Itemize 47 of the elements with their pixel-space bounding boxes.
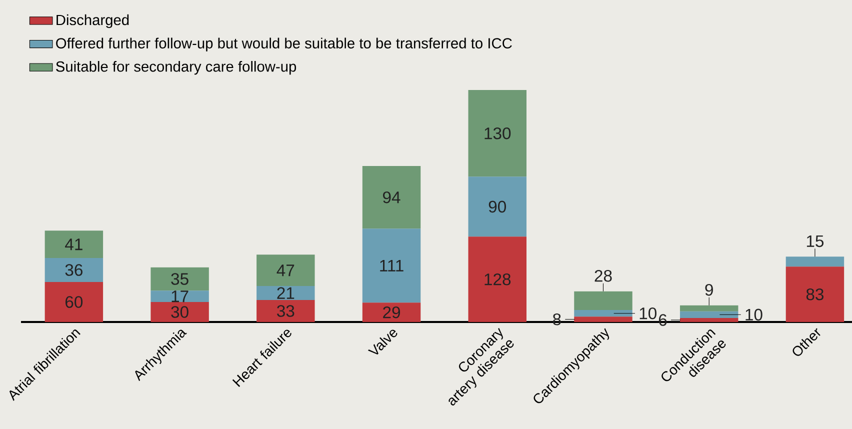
bar	[256, 286, 315, 300]
bar	[256, 254, 315, 286]
bar	[680, 311, 738, 318]
data-label: 83	[806, 288, 824, 300]
data-label: 36	[65, 264, 82, 276]
bar	[150, 290, 209, 302]
bar	[44, 258, 104, 282]
data-label: 10	[746, 308, 762, 321]
bar	[468, 176, 526, 237]
data-label: 47	[276, 264, 294, 276]
bar	[150, 302, 209, 322]
bar	[574, 291, 632, 310]
data-label: 30	[171, 306, 188, 318]
legend-label: Suitable for secondary care follow-up	[56, 60, 296, 75]
data-label: 111	[380, 260, 404, 272]
bar	[362, 302, 421, 322]
data-label: 94	[383, 191, 400, 204]
bar	[574, 316, 632, 322]
data-label: 41	[65, 238, 82, 250]
bar	[468, 236, 526, 322]
legend-label: Discharged	[56, 14, 129, 28]
bar	[680, 305, 738, 312]
bar	[150, 267, 209, 291]
data-label: 15	[806, 235, 824, 248]
data-label: 60	[66, 296, 83, 308]
legend-label: Offered further follow-up but would be suitable to be transferred to ICC	[56, 38, 512, 52]
bar	[574, 310, 632, 317]
bar	[362, 228, 421, 303]
data-label: 29	[383, 306, 400, 318]
data-label: 17	[172, 290, 188, 302]
data-label: 21	[277, 287, 294, 299]
bar	[362, 166, 421, 229]
bar	[680, 318, 738, 322]
bar	[44, 230, 104, 258]
bar	[786, 266, 844, 322]
data-label: 10	[640, 307, 656, 320]
bar	[44, 282, 104, 322]
bar	[256, 300, 315, 322]
data-label: 35	[171, 273, 188, 285]
bar	[468, 90, 526, 177]
data-label: 130	[484, 127, 511, 140]
data-label: 33	[277, 305, 294, 317]
bar	[786, 256, 844, 267]
data-label: 28	[594, 270, 612, 282]
data-label: 9	[705, 284, 713, 296]
data-label: 128	[484, 273, 511, 286]
data-label: 90	[488, 200, 506, 213]
